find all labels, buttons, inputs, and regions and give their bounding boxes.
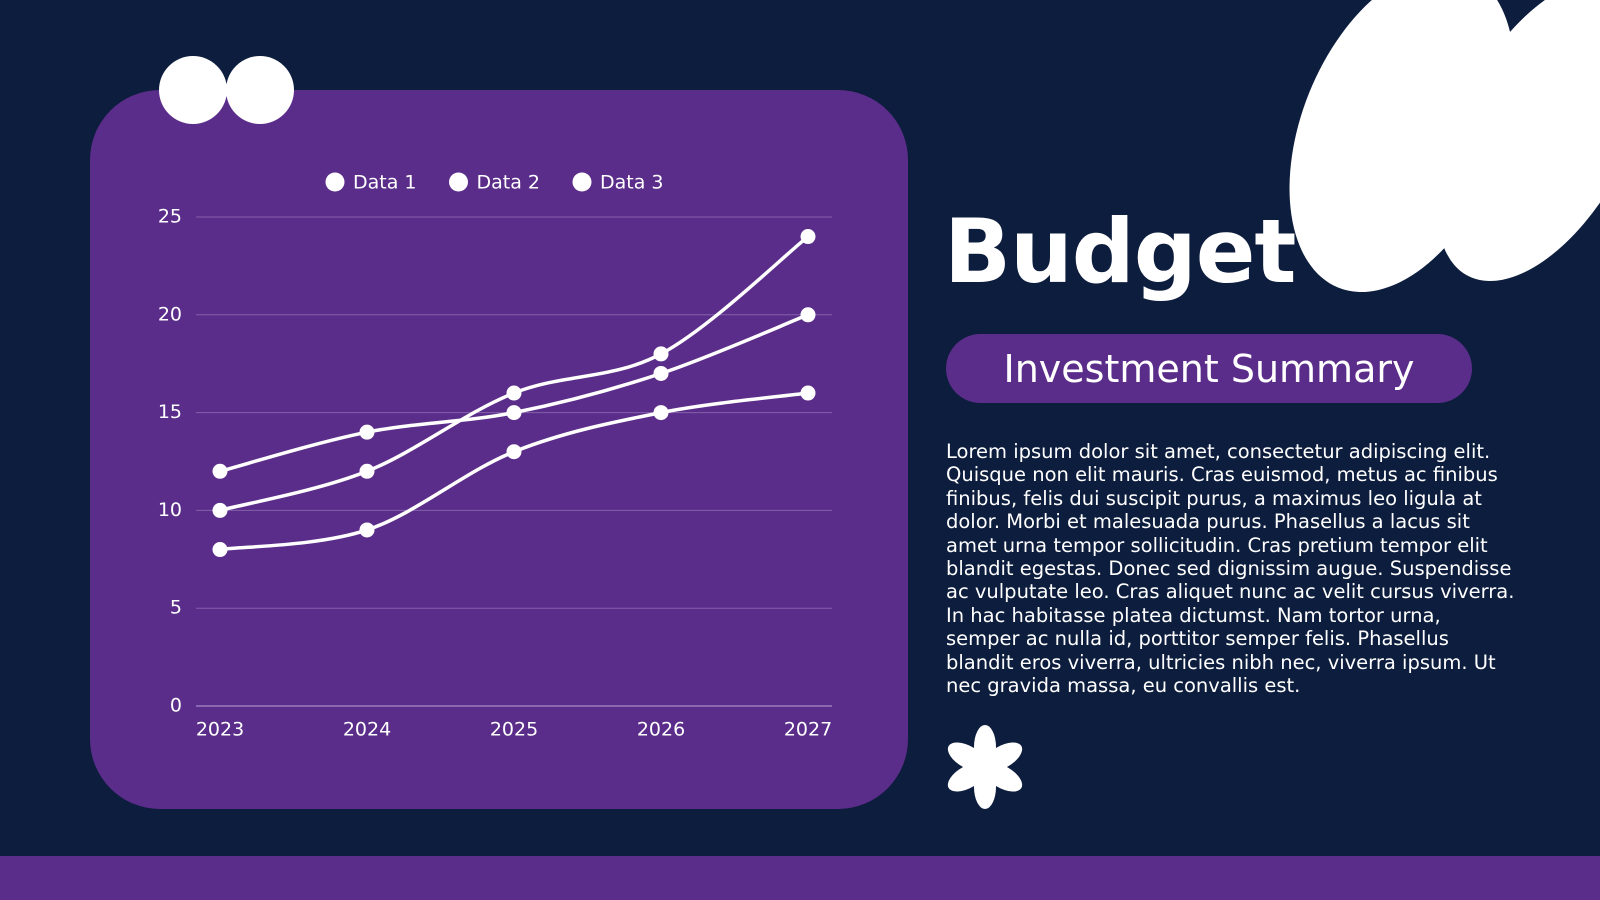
data-point <box>506 385 522 401</box>
y-tick-label: 15 <box>158 401 182 423</box>
legend-marker <box>449 172 468 192</box>
x-tick-label: 2023 <box>196 719 244 741</box>
data-point <box>359 463 375 479</box>
data-point <box>212 542 228 558</box>
data-point <box>506 444 522 460</box>
data-point <box>653 365 669 381</box>
data-point <box>359 424 375 440</box>
data-point <box>212 502 228 518</box>
data-point <box>506 405 522 421</box>
x-tick-label: 2024 <box>343 719 391 741</box>
x-tick-label: 2025 <box>490 719 538 741</box>
legend-marker <box>325 172 345 192</box>
data-point <box>653 405 669 421</box>
y-tick-label: 25 <box>158 206 182 228</box>
title: Budget <box>944 200 1296 303</box>
y-tick-label: 10 <box>158 499 182 521</box>
legend-label: Data 3 <box>600 172 664 194</box>
data-point <box>800 307 816 323</box>
subtitle-pill: Investment Summary <box>946 334 1472 403</box>
data-point <box>212 463 228 479</box>
body-text: Lorem ipsum dolor sit amet, consectetur … <box>946 440 1515 698</box>
y-tick-label: 20 <box>158 303 182 325</box>
series-line <box>219 235 810 513</box>
y-tick-label: 0 <box>170 695 182 717</box>
decor-circle <box>159 56 227 124</box>
legend-label: Data 1 <box>353 172 417 194</box>
decor-blob <box>1437 0 1600 282</box>
y-tick-label: 5 <box>170 597 182 619</box>
data-point <box>800 385 816 401</box>
legend-label: Data 2 <box>477 172 541 194</box>
data-point <box>653 346 669 362</box>
chart-card <box>90 90 908 809</box>
decor-flower <box>947 725 1023 809</box>
decor-circle <box>226 56 294 124</box>
subtitle: Investment Summary <box>1003 346 1415 391</box>
footer-bar <box>0 856 1600 900</box>
data-point <box>359 522 375 538</box>
data-point <box>800 229 816 245</box>
x-tick-label: 2026 <box>637 719 685 741</box>
legend-marker <box>572 172 592 192</box>
x-tick-label: 2027 <box>784 719 832 741</box>
